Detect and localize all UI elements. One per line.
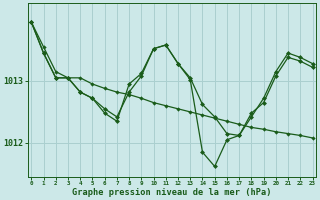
X-axis label: Graphe pression niveau de la mer (hPa): Graphe pression niveau de la mer (hPa) [72, 188, 272, 197]
